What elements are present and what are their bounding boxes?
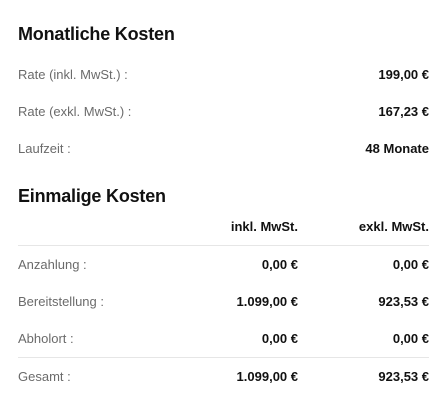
term-row: Laufzeit : 48 Monate: [18, 138, 429, 160]
monthly-costs-heading: Monatliche Kosten: [18, 24, 175, 44]
onetime-costs-heading: Einmalige Kosten: [18, 186, 166, 206]
provisioning-excl: 923,53 €: [378, 294, 429, 309]
provisioning-label: Bereitstellung :: [18, 294, 104, 309]
divider: [18, 245, 429, 246]
term-value: 48 Monate: [365, 141, 429, 156]
total-excl: 923,53 €: [378, 369, 429, 384]
monthly-rate-incl-row: Rate (inkl. MwSt.) : 199,00 €: [18, 64, 429, 86]
term-label: Laufzeit :: [18, 141, 71, 156]
provisioning-row: Bereitstellung : 1.099,00 € 923,53 €: [18, 291, 429, 313]
onetime-header-row: inkl. MwSt. exkl. MwSt.: [18, 216, 429, 238]
monthly-rate-incl-value: 199,00 €: [378, 67, 429, 82]
pickup-location-excl: 0,00 €: [392, 331, 429, 346]
pickup-location-incl: 0,00 €: [261, 331, 298, 346]
column-header-excl: exkl. MwSt.: [358, 219, 429, 234]
pickup-location-row: Abholort : 0,00 € 0,00 €: [18, 328, 429, 350]
total-label: Gesamt :: [18, 369, 71, 384]
total-row: Gesamt : 1.099,00 € 923,53 €: [18, 366, 429, 388]
monthly-rate-excl-row: Rate (exkl. MwSt.) : 167,23 €: [18, 101, 429, 123]
pickup-location-label: Abholort :: [18, 331, 74, 346]
monthly-rate-incl-label: Rate (inkl. MwSt.) :: [18, 67, 128, 82]
divider: [18, 357, 429, 358]
column-header-incl: inkl. MwSt.: [230, 219, 298, 234]
monthly-rate-excl-label: Rate (exkl. MwSt.) :: [18, 104, 132, 119]
monthly-rate-excl-value: 167,23 €: [378, 104, 429, 119]
total-incl: 1.099,00 €: [236, 369, 298, 384]
downpayment-incl: 0,00 €: [261, 257, 298, 272]
downpayment-label: Anzahlung :: [18, 257, 87, 272]
downpayment-excl: 0,00 €: [392, 257, 429, 272]
provisioning-incl: 1.099,00 €: [236, 294, 298, 309]
downpayment-row: Anzahlung : 0,00 € 0,00 €: [18, 254, 429, 276]
